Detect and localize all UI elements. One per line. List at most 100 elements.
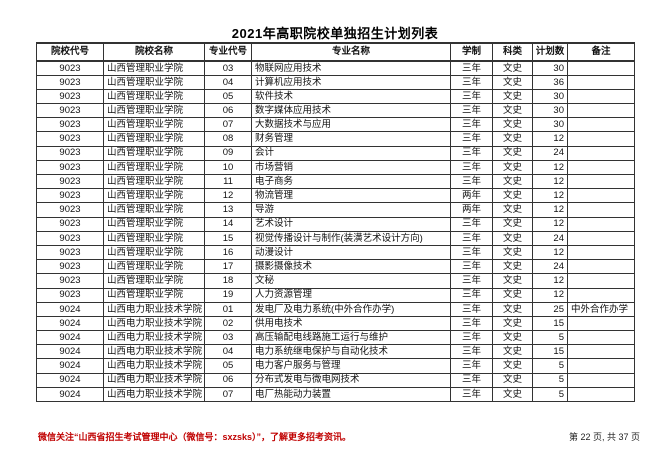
table-cell: 文史 [492, 273, 533, 289]
column-header: 备注 [567, 42, 635, 62]
header-row: 院校代号 院校名称 专业代号 专业名称 学制 科类 计划数 备注 [36, 42, 635, 62]
column-header: 专业名称 [251, 42, 451, 62]
table-cell [567, 287, 635, 303]
table-cell: 山西管理职业学院 [103, 117, 205, 133]
table-cell [567, 315, 635, 332]
table-cell: 15 [204, 230, 252, 246]
table-cell: 山西管理职业学院 [103, 287, 205, 303]
table-row: 9023 山西管理职业学院 09 会计 三年 文史 24 [36, 145, 635, 161]
table-cell: 山西管理职业学院 [103, 259, 205, 275]
table-cell: 5 [532, 372, 568, 388]
table-cell: 三年 [450, 372, 493, 388]
table-cell: 18 [204, 273, 252, 289]
table-cell: 14 [204, 216, 252, 232]
table-cell: 文史 [492, 131, 533, 147]
table-cell: 三年 [450, 159, 493, 176]
table-cell: 10 [204, 159, 252, 176]
table-cell: 5 [532, 386, 568, 403]
table-cell [567, 60, 635, 76]
table-cell: 9023 [36, 88, 104, 105]
table-cell: 供用电技术 [251, 315, 451, 332]
table-cell: 三年 [450, 344, 493, 360]
table-cell [567, 386, 635, 403]
table-cell: 文史 [492, 358, 533, 374]
table-cell [567, 103, 635, 119]
table-cell: 三年 [450, 273, 493, 289]
table-cell: 视觉传播设计与制作(装潢艺术设计方向) [251, 230, 451, 246]
table-cell: 电子商务 [251, 173, 451, 190]
table-cell: 山西管理职业学院 [103, 74, 205, 90]
table-cell: 物联网应用技术 [251, 60, 451, 76]
table-cell [567, 188, 635, 204]
table-cell: 9024 [36, 301, 104, 317]
table-cell: 12 [532, 216, 568, 232]
table-cell: 9024 [36, 358, 104, 374]
table-cell: 03 [204, 60, 252, 76]
table-cell: 高压输配电线路施工运行与维护 [251, 330, 451, 346]
table-cell [567, 117, 635, 133]
table-cell: 会计 [251, 145, 451, 161]
table-cell: 17 [204, 259, 252, 275]
table-cell [567, 131, 635, 147]
table-row: 9023 山西管理职业学院 18 文秘 三年 文史 12 [36, 273, 635, 289]
table-body: 9023 山西管理职业学院 03 物联网应用技术 三年 文史 30 9023 山西管理职业学院 0… [36, 60, 635, 403]
table-cell: 文史 [492, 230, 533, 246]
page-title: 2021年高职院校单独招生计划列表 [231, 26, 439, 41]
table-cell: 12 [532, 202, 568, 218]
column-header: 院校代号 [36, 42, 104, 62]
table-cell: 山西管理职业学院 [103, 202, 205, 218]
table-cell: 13 [204, 202, 252, 218]
table-cell [567, 159, 635, 176]
column-header: 专业代号 [204, 42, 252, 62]
table-row: 9023 山西管理职业学院 19 人力资源管理 三年 文史 12 [36, 287, 635, 303]
table-cell [567, 244, 635, 261]
table-cell: 人力资源管理 [251, 287, 451, 303]
table-cell: 山西电力职业技术学院 [103, 386, 205, 403]
table-cell: 三年 [450, 74, 493, 90]
table-cell [567, 259, 635, 275]
table-cell: 9023 [36, 117, 104, 133]
table-cell: 文史 [492, 202, 533, 218]
table-row: 9023 山西管理职业学院 08 财务管理 三年 文史 12 [36, 131, 635, 147]
table-cell: 文史 [492, 287, 533, 303]
table-cell: 9023 [36, 216, 104, 232]
table-cell: 5 [532, 330, 568, 346]
table-cell: 文史 [492, 88, 533, 105]
table-row: 9024 山西电力职业技术学院 05 电力客户服务与管理 三年 文史 5 [36, 358, 635, 374]
table-cell: 三年 [450, 88, 493, 105]
table-cell: 03 [204, 330, 252, 346]
table-cell: 导游 [251, 202, 451, 218]
table-cell: 文史 [492, 60, 533, 76]
column-header: 计划数 [532, 42, 568, 62]
table-cell: 三年 [450, 259, 493, 275]
table-cell: 9024 [36, 344, 104, 360]
table-cell: 三年 [450, 145, 493, 161]
table-cell: 04 [204, 344, 252, 360]
table-cell: 05 [204, 358, 252, 374]
column-header: 科类 [492, 42, 533, 62]
table-cell: 12 [532, 273, 568, 289]
table-cell: 山西电力职业技术学院 [103, 330, 205, 346]
table-cell: 山西管理职业学院 [103, 103, 205, 119]
table-cell: 山西管理职业学院 [103, 244, 205, 261]
table-cell: 两年 [450, 188, 493, 204]
table-cell: 文史 [492, 74, 533, 90]
table-cell [567, 358, 635, 374]
table-cell: 30 [532, 117, 568, 133]
table-cell: 9023 [36, 287, 104, 303]
table-cell: 文史 [492, 315, 533, 332]
table-cell: 12 [532, 287, 568, 303]
table-cell: 三年 [450, 103, 493, 119]
table-row: 9024 山西电力职业技术学院 06 分布式发电与微电网技术 三年 文史 5 [36, 372, 635, 388]
table-cell: 文史 [492, 259, 533, 275]
footer-notice: 微信关注“山西省招生考试管理中心（微信号：sxzsks）”，了解更多招考资讯。 [38, 432, 352, 442]
table-cell: 30 [532, 60, 568, 76]
table-cell: 两年 [450, 202, 493, 218]
table-cell: 山西管理职业学院 [103, 188, 205, 204]
column-header: 院校名称 [103, 42, 205, 62]
table-row: 9024 山西电力职业技术学院 02 供用电技术 三年 文史 15 [36, 315, 635, 332]
table-cell: 山西管理职业学院 [103, 216, 205, 232]
table-cell: 文史 [492, 372, 533, 388]
table-cell: 9023 [36, 202, 104, 218]
table-cell [567, 230, 635, 246]
